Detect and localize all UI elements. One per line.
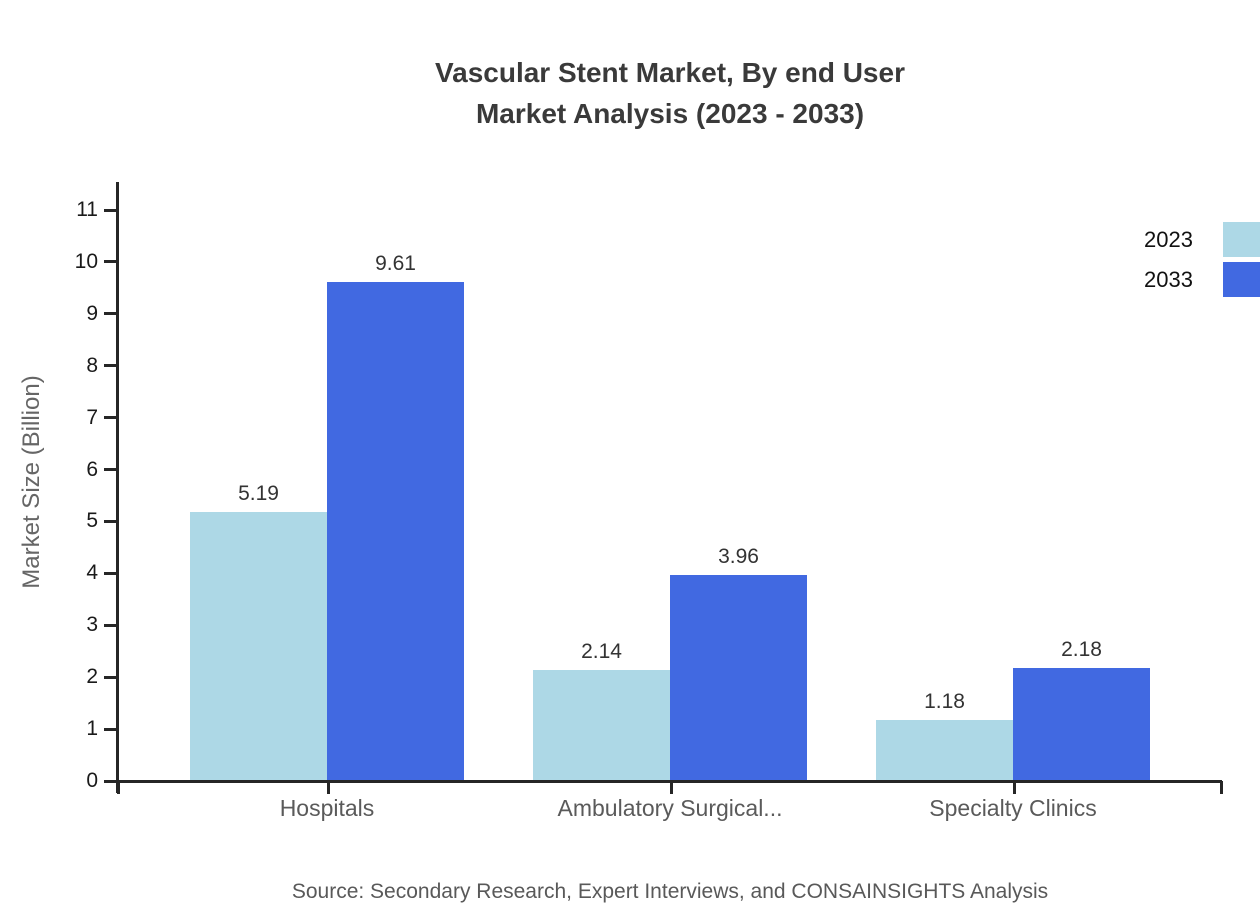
- legend-swatch: [1223, 222, 1260, 257]
- y-tick-label: 8: [86, 353, 98, 377]
- x-tick: [117, 781, 120, 794]
- x-tick: [327, 781, 330, 794]
- legend-item-2033: 2033: [1144, 261, 1260, 298]
- source-note: Source: Secondary Research, Expert Inter…: [291, 880, 1049, 903]
- bar-2033-Ambulatory Surgical...: [670, 575, 807, 781]
- bar-2023-Ambulatory Surgical...: [533, 669, 670, 781]
- bar-value-label: 3.96: [718, 545, 759, 569]
- y-tick: [104, 779, 118, 783]
- x-axis-line: [104, 779, 1222, 783]
- x-tick: [1220, 781, 1223, 794]
- x-tick: [1013, 781, 1016, 794]
- y-tick: [104, 519, 118, 523]
- bar-value-label: 2.18: [1061, 637, 1102, 661]
- y-tick-label: 3: [86, 613, 98, 637]
- y-tick: [104, 260, 118, 264]
- x-axis-category-label: Specialty Clinics: [929, 795, 1097, 821]
- y-tick-label: 11: [76, 198, 98, 221]
- y-tick-label: 6: [86, 457, 98, 481]
- y-tick-label: 5: [86, 509, 98, 533]
- bar-value-label: 9.61: [375, 252, 416, 276]
- chart-title-line1: Vascular Stent Market, By end User: [435, 57, 905, 88]
- x-axis-category-label: Ambulatory Surgical...: [557, 795, 783, 821]
- bar-value-label: 1.18: [924, 689, 965, 713]
- chart-title-line2: Market Analysis (2023 - 2033): [475, 98, 865, 129]
- bar-value-label: 2.14: [581, 639, 622, 663]
- legend: 2023 2033: [1144, 221, 1260, 298]
- legend-label: 2023: [1144, 227, 1193, 252]
- chart-title: Vascular Stent Market, By end User Marke…: [80, 52, 1260, 134]
- y-tick: [104, 208, 118, 212]
- legend-item-2023: 2023: [1144, 221, 1260, 258]
- y-tick-label: 4: [86, 561, 98, 585]
- bar-2023-Specialty Clinics: [876, 719, 1013, 781]
- x-tick: [670, 781, 673, 794]
- x-axis-category-label: Hospitals: [279, 795, 375, 821]
- legend-swatch: [1223, 262, 1260, 297]
- y-tick: [104, 675, 118, 679]
- y-tick-label: 1: [86, 717, 98, 741]
- y-tick-label: 7: [86, 405, 98, 429]
- y-tick-label: 2: [86, 665, 98, 689]
- y-tick: [104, 416, 118, 420]
- y-axis-line: [116, 182, 119, 793]
- y-tick: [104, 727, 118, 731]
- y-tick: [104, 312, 118, 316]
- bar-value-label: 5.19: [238, 481, 279, 505]
- y-tick: [104, 468, 118, 472]
- y-tick-label: 0: [86, 769, 98, 792]
- bar-2033-Specialty Clinics: [1013, 667, 1150, 781]
- y-tick: [104, 623, 118, 627]
- legend-label: 2033: [1144, 267, 1193, 292]
- y-tick-label: 9: [86, 301, 98, 325]
- y-tick: [104, 364, 118, 368]
- bar-2033-Hospitals: [327, 282, 464, 781]
- y-tick-label: 10: [74, 249, 98, 273]
- y-tick: [104, 571, 118, 575]
- bar-2023-Hospitals: [190, 511, 327, 781]
